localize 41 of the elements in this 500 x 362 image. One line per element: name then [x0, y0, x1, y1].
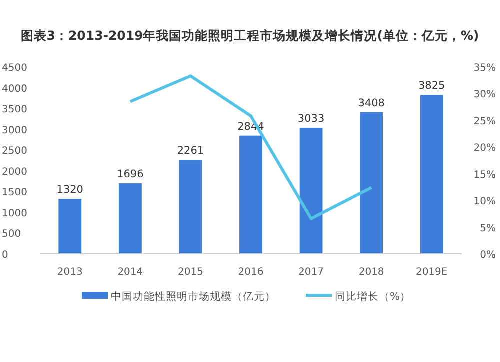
data-label: 3033: [298, 112, 325, 125]
legend-label: 中国功能性照明市场规模（亿元）: [111, 290, 276, 303]
bar: [58, 199, 82, 254]
x-tick-label: 2016: [238, 267, 264, 278]
y2-tick-label: 15%: [474, 170, 496, 181]
y2-tick-label: 10%: [474, 196, 496, 208]
y-tick-label: 500: [2, 229, 22, 240]
data-label: 1696: [117, 168, 144, 181]
bar: [179, 160, 202, 254]
y2-tick-label: 5%: [480, 223, 496, 234]
y-tick-label: 1500: [2, 188, 28, 199]
y-tick-label: 2500: [2, 146, 28, 158]
chart-title: 图表3：2013-2019年我国功能照明工程市场规模及增长情况(单位：亿元，%): [20, 28, 480, 43]
bar: [118, 184, 142, 254]
y-tick-label: 4500: [2, 63, 28, 74]
data-label: 2261: [177, 145, 204, 158]
y2-tick-label: 30%: [474, 90, 496, 101]
y-tick-label: 0: [2, 250, 8, 261]
bar: [420, 95, 444, 254]
data-label: 3408: [358, 97, 385, 110]
x-tick-label: 2017: [298, 267, 324, 278]
y-tick-label: 3500: [2, 104, 28, 116]
y-tick-label: 4000: [2, 84, 28, 95]
y2-tick-label: 0%: [480, 250, 496, 261]
x-tick-label: 2018: [358, 267, 384, 278]
legend-label: 同比增长（%）: [335, 290, 411, 303]
data-label: 1320: [56, 184, 84, 196]
x-tick-label: 2014: [118, 267, 144, 278]
x-tick-label: 2015: [178, 267, 204, 278]
x-tick-label: 2019E: [416, 267, 448, 278]
bar: [300, 128, 323, 254]
y-tick-label: 1000: [2, 208, 28, 220]
y2-tick-label: 20%: [474, 143, 496, 154]
bar: [240, 136, 262, 254]
y2-tick-label: 25%: [474, 116, 496, 128]
y-tick-label: 2000: [2, 166, 28, 178]
x-tick-label: 2013: [57, 267, 83, 278]
bar: [360, 112, 384, 254]
y-tick-label: 3000: [2, 125, 28, 136]
data-label: 3825: [418, 80, 446, 92]
y2-tick-label: 35%: [474, 63, 496, 74]
